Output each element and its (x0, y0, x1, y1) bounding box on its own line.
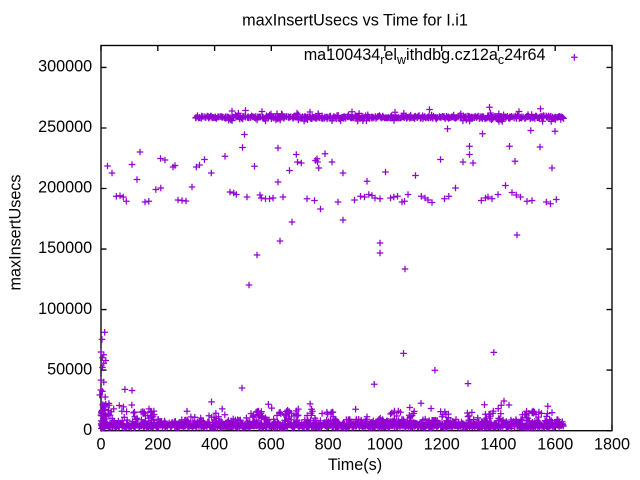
svg-text:ma100434relwithdbg.cz12ac24r64: ma100434relwithdbg.cz12ac24r64 (304, 46, 546, 67)
svg-text:800: 800 (315, 436, 342, 454)
svg-text:400: 400 (201, 436, 228, 454)
svg-text:maxInsertUsecs vs Time for I.i: maxInsertUsecs vs Time for I.i1 (242, 12, 468, 30)
svg-text:1600: 1600 (537, 436, 573, 454)
svg-text:1200: 1200 (424, 436, 460, 454)
svg-text:0: 0 (83, 421, 92, 439)
svg-text:50000: 50000 (47, 360, 92, 378)
svg-text:Time(s): Time(s) (328, 456, 382, 474)
svg-text:600: 600 (258, 436, 285, 454)
svg-text:0: 0 (96, 436, 105, 454)
svg-text:200: 200 (144, 436, 171, 454)
svg-text:200000: 200000 (38, 179, 92, 197)
svg-text:100000: 100000 (38, 300, 92, 318)
svg-text:1000: 1000 (367, 436, 403, 454)
svg-text:300000: 300000 (38, 58, 92, 76)
svg-text:maxInsertUsecs: maxInsertUsecs (6, 174, 24, 290)
svg-text:1400: 1400 (480, 436, 516, 454)
svg-text:150000: 150000 (38, 239, 92, 257)
svg-text:1800: 1800 (594, 436, 630, 454)
svg-text:250000: 250000 (38, 118, 92, 136)
